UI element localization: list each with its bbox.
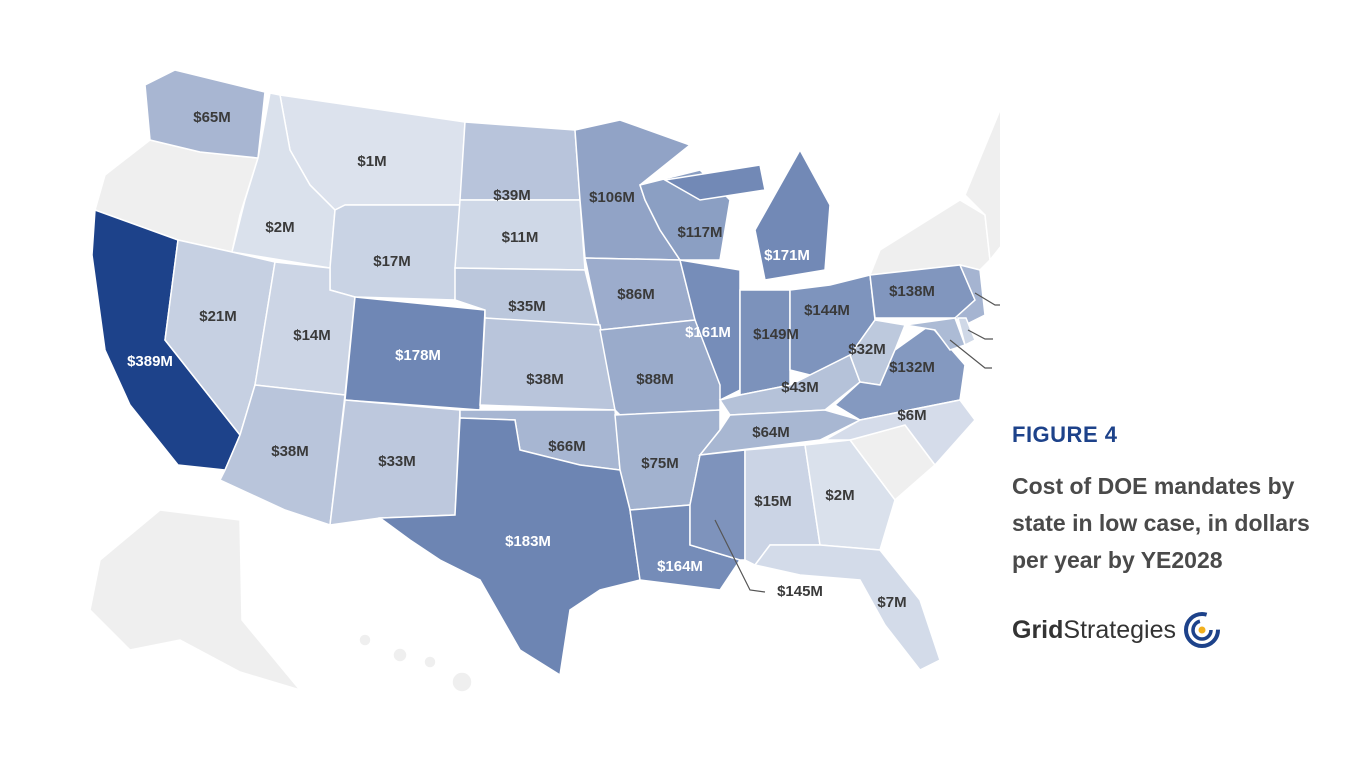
state-label: $1M [357, 153, 386, 170]
state-label: $21M [199, 308, 237, 325]
state-label: $178M [395, 347, 441, 364]
state-label: $2M [825, 487, 854, 504]
state [957, 317, 976, 347]
state-label: $11M [502, 229, 539, 246]
state-label: $171M [764, 247, 810, 264]
state [144, 69, 266, 159]
state-label: $106M [589, 189, 635, 206]
hawaii [392, 647, 408, 663]
new-england [964, 109, 1000, 262]
us-map: $65M $1M $2M $17M $39M $11M $106M $117M $171M $38… [89, 69, 1000, 693]
new-york [868, 199, 991, 276]
hawaii [451, 671, 473, 693]
logo-bold: Grid [1012, 615, 1064, 644]
state-label: $183M [505, 533, 551, 550]
leader-line [949, 339, 992, 369]
states [91, 69, 986, 677]
state-label: $38M [526, 371, 564, 388]
state-label: $389M [127, 353, 173, 370]
state-label: $64M [752, 424, 790, 441]
logo-light: Strategies [1063, 615, 1176, 644]
figure-caption: Cost of DOE mandates by state in low cas… [1012, 473, 1310, 573]
leader-line [714, 519, 766, 593]
figure-label: FIGURE 4 [1012, 422, 1118, 447]
state-label: $38M [271, 443, 309, 460]
leader-line [974, 292, 1000, 306]
state-label: $39M [493, 187, 531, 204]
logo-icon [1183, 612, 1220, 648]
state-label: $17M [373, 253, 411, 270]
state-labels: $65M $1M $2M $17M $39M $11M $106M $117M $171M $38… [127, 109, 935, 611]
state-label: $7M [877, 594, 906, 611]
state [479, 317, 616, 411]
hawaii [358, 633, 372, 647]
state-label: $138M [889, 283, 935, 300]
state [754, 148, 831, 281]
state [822, 399, 976, 467]
state-label: $86M [617, 286, 655, 303]
state [833, 323, 966, 421]
state-label: $161M [685, 324, 731, 341]
state [662, 164, 766, 201]
state-label: $32M [848, 341, 886, 358]
state [804, 439, 896, 551]
logo: Grid Strategies [1012, 610, 1226, 650]
state-label: $144M [804, 302, 850, 319]
leader-lines [714, 292, 1000, 593]
state-label: $66M [548, 438, 586, 455]
state-label: $43M [781, 379, 819, 396]
state-label: $14M [293, 327, 331, 344]
leader-line [967, 329, 993, 340]
state-label: $88M [636, 371, 674, 388]
state-label: $15M [754, 493, 792, 510]
state-label: $132M [889, 359, 935, 376]
state-label: $2M [265, 219, 294, 236]
state [753, 544, 941, 671]
state-label: $164M [657, 558, 703, 575]
state-label: $65M [193, 109, 231, 126]
state [689, 449, 746, 561]
state [904, 317, 966, 351]
state-label: $117M [677, 224, 722, 241]
state-label: $35M [508, 298, 546, 315]
state-label: $6M [897, 407, 926, 424]
state [678, 259, 741, 402]
state [377, 417, 641, 677]
alaska [89, 509, 303, 692]
state-label: $33M [378, 453, 416, 470]
hawaii [423, 655, 437, 669]
state-label: $149M [753, 326, 799, 343]
state-label: $145M [777, 583, 823, 600]
state-label: $75M [641, 455, 679, 472]
state [698, 409, 863, 456]
